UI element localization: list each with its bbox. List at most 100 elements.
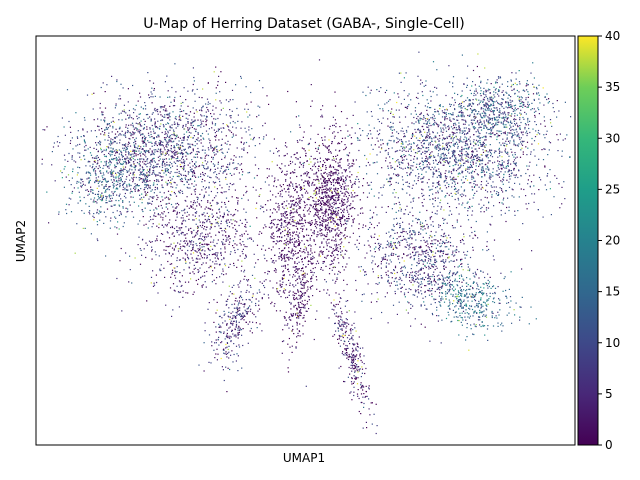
scatter-point bbox=[156, 183, 158, 186]
scatter-point bbox=[181, 231, 183, 233]
scatter-point bbox=[334, 249, 336, 251]
scatter-point bbox=[178, 147, 180, 149]
scatter-point bbox=[266, 177, 268, 179]
scatter-point bbox=[323, 238, 325, 240]
scatter-point bbox=[153, 180, 156, 182]
scatter-point bbox=[244, 275, 246, 277]
scatter-point bbox=[220, 294, 222, 296]
scatter-point bbox=[324, 235, 326, 237]
scatter-point bbox=[104, 107, 107, 109]
scatter-point bbox=[216, 188, 218, 190]
scatter-point bbox=[166, 141, 168, 143]
scatter-point bbox=[214, 123, 217, 125]
scatter-point bbox=[93, 147, 95, 149]
scatter-point bbox=[361, 385, 363, 387]
scatter-point bbox=[281, 278, 284, 280]
scatter-point bbox=[229, 99, 231, 101]
scatter-point bbox=[88, 205, 90, 207]
scatter-point bbox=[216, 221, 218, 224]
scatter-point bbox=[187, 249, 189, 252]
scatter-point bbox=[308, 260, 310, 262]
scatter-point bbox=[282, 291, 284, 293]
scatter-point bbox=[333, 159, 335, 161]
scatter-point bbox=[316, 221, 318, 223]
scatter-point bbox=[138, 117, 140, 119]
scatter-point bbox=[350, 203, 352, 205]
scatter-point bbox=[210, 222, 212, 225]
scatter-point bbox=[99, 211, 101, 213]
scatter-point bbox=[354, 196, 356, 198]
scatter-point bbox=[283, 243, 285, 245]
scatter-point bbox=[316, 203, 318, 205]
scatter-point bbox=[215, 195, 217, 197]
scatter-point bbox=[113, 180, 115, 182]
scatter-point bbox=[222, 152, 224, 154]
scatter-point bbox=[284, 267, 287, 269]
scatter-point bbox=[199, 242, 201, 244]
scatter-point bbox=[292, 232, 294, 234]
scatter-point bbox=[314, 251, 316, 253]
scatter-point bbox=[138, 190, 140, 192]
scatter-point bbox=[61, 172, 63, 174]
scatter-point bbox=[216, 254, 218, 256]
scatter-point bbox=[132, 172, 134, 174]
scatter-point bbox=[349, 171, 351, 173]
scatter-point bbox=[115, 159, 117, 161]
scatter-point bbox=[181, 158, 183, 160]
scatter-point bbox=[226, 143, 228, 145]
scatter-point bbox=[111, 174, 113, 176]
scatter-point bbox=[314, 166, 317, 168]
scatter-point bbox=[142, 136, 144, 139]
scatter-point bbox=[305, 281, 307, 283]
scatter-point bbox=[286, 207, 288, 209]
scatter-point bbox=[104, 121, 106, 123]
scatter-point bbox=[171, 157, 173, 159]
scatter-point bbox=[183, 87, 185, 89]
scatter-point bbox=[302, 282, 304, 284]
scatter-point bbox=[326, 234, 328, 236]
scatter-point bbox=[240, 316, 242, 318]
scatter-point bbox=[144, 174, 147, 176]
scatter-point bbox=[328, 179, 330, 182]
scatter-point bbox=[178, 170, 180, 173]
scatter-point bbox=[140, 178, 143, 180]
scatter-point bbox=[142, 174, 144, 176]
scatter-point bbox=[229, 335, 231, 337]
scatter-point bbox=[203, 165, 205, 167]
scatter-point bbox=[183, 167, 185, 169]
scatter-point bbox=[246, 289, 248, 292]
scatter-point bbox=[300, 247, 302, 250]
scatter-point bbox=[94, 157, 96, 159]
scatter-point bbox=[310, 288, 312, 290]
scatter-point bbox=[221, 192, 223, 194]
scatter-point bbox=[92, 192, 94, 194]
scatter-point bbox=[110, 150, 112, 152]
scatter-point bbox=[199, 225, 201, 227]
scatter-point bbox=[111, 181, 114, 183]
scatter-point bbox=[143, 145, 145, 147]
scatter-point bbox=[90, 191, 92, 193]
scatter-point bbox=[113, 176, 115, 178]
scatter-point bbox=[313, 190, 315, 192]
scatter-point bbox=[221, 131, 223, 133]
scatter-point bbox=[205, 121, 207, 123]
scatter-point bbox=[176, 285, 178, 287]
scatter-point bbox=[299, 202, 301, 204]
scatter-point bbox=[351, 165, 354, 167]
scatter-point bbox=[167, 212, 170, 214]
scatter-point bbox=[300, 309, 302, 311]
scatter-point bbox=[202, 222, 204, 224]
scatter-point bbox=[312, 165, 314, 167]
scatter-point bbox=[148, 94, 150, 96]
scatter-point bbox=[227, 335, 229, 337]
scatter-point bbox=[197, 226, 199, 228]
scatter-point bbox=[298, 166, 301, 168]
scatter-point bbox=[337, 197, 339, 199]
scatter-point bbox=[261, 232, 263, 234]
scatter-point bbox=[160, 123, 162, 125]
scatter-point bbox=[301, 268, 303, 270]
scatter-point bbox=[148, 150, 150, 152]
scatter-point bbox=[105, 255, 107, 257]
scatter-point bbox=[242, 171, 244, 173]
scatter-point bbox=[296, 268, 298, 270]
